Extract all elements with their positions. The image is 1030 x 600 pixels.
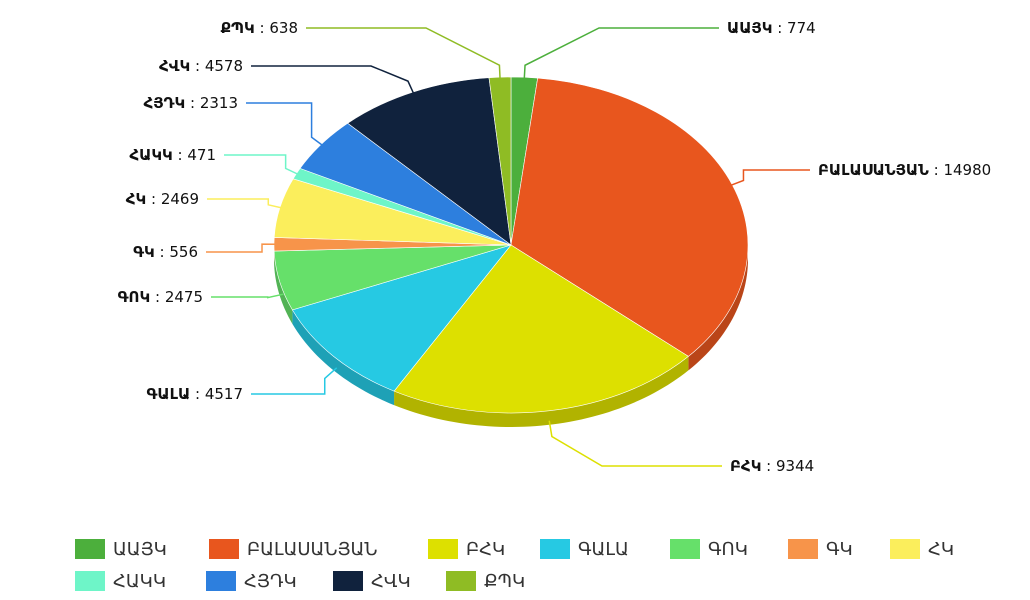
slice-side [274,251,293,324]
leader-line [251,65,416,97]
legend-swatch [446,571,476,591]
data-label: ՀԿ : 2469 [126,190,199,208]
label-value: 4517 [205,385,243,403]
legend-swatch [209,539,239,559]
leader-line [548,420,722,467]
data-label: ԱԱՅԿ : 774 [727,19,816,37]
data-label: ԲՀԿ : 9344 [730,457,814,475]
leader-line [207,198,285,210]
slice-side [394,356,689,427]
data-label: ԳՈԿ : 2475 [118,288,203,306]
leader-line [251,367,338,395]
label-name: ՀՎԿ [159,57,190,75]
data-label: ՀԱԿԿ : 471 [129,146,216,164]
label-separator: : [772,19,787,37]
legend-swatch [890,539,920,559]
legend-label: ԱԱՅԿ [113,539,167,560]
label-name: ԳԱԼԱ [147,385,191,403]
legend-label: ՀՎԿ [371,571,411,592]
label-separator: : [255,19,270,37]
label-name: ԳՈԿ [118,288,151,306]
label-value: 471 [187,146,216,164]
legend-label: ԲԱԼԱՍԱՆՅԱՆ [247,539,377,560]
legend-label: ՔՊԿ [484,571,525,592]
label-name: ԲԱԼԱՍԱՆՅԱՆ [818,161,929,179]
label-name: ՀԱԿԿ [129,146,172,164]
slice [291,244,512,392]
label-separator: : [146,190,161,208]
label-value: 14980 [943,161,991,179]
label-separator: : [761,457,776,475]
label-separator: : [190,57,205,75]
legend-swatch [206,571,236,591]
label-separator: : [185,94,200,112]
leader-line [306,27,501,82]
leader-line [211,293,284,299]
label-name: ԲՀԿ [730,457,761,475]
label-value: 556 [169,243,198,261]
label-value: 2475 [165,288,203,306]
leader-line [206,243,279,253]
label-name: ՀՅԴԿ [143,94,185,112]
legend-label: ՀԿ [928,539,954,560]
label-value: 4578 [205,57,243,75]
legend-label: ԳԱԼԱ [578,539,629,560]
slice-side [292,309,395,406]
label-value: 9344 [776,457,814,475]
leader-line [728,169,810,187]
legend-swatch [75,571,105,591]
legend-swatch [540,539,570,559]
label-separator: : [190,385,205,403]
label-name: ՀԿ [126,190,146,208]
legend-label: ԳՈԿ [708,539,748,560]
legend-label: ՀԱԿԿ [113,571,166,592]
data-label: ՀՅԴԿ : 2313 [143,94,238,112]
label-separator: : [150,288,165,306]
leader-line [224,154,301,176]
data-label: ԳԱԼԱ : 4517 [147,385,243,403]
leader-line [523,27,719,82]
label-value: 2469 [161,190,199,208]
data-label: ՔՊԿ : 638 [221,19,298,37]
legend-swatch [788,539,818,559]
label-name: ԳԿ [133,243,155,261]
legend-swatch [670,539,700,559]
legend-label: ԲՀԿ [466,539,505,560]
leader-line [246,102,325,148]
slice [393,244,689,414]
label-separator: : [929,161,944,179]
legend-swatch [333,571,363,591]
label-value: 774 [787,19,816,37]
legend-label: ՀՅԴԿ [244,571,297,592]
data-label: ԲԱԼԱՍԱՆՅԱՆ : 14980 [818,161,991,179]
data-label: ՀՎԿ : 4578 [159,57,243,75]
label-value: 638 [269,19,298,37]
legend-label: ԳԿ [826,539,853,560]
data-label: ԳԿ : 556 [133,243,198,261]
label-name: ՔՊԿ [221,19,255,37]
label-separator: : [173,146,188,164]
slice-side [688,245,748,371]
legend-swatch [428,539,458,559]
label-value: 2313 [200,94,238,112]
label-separator: : [155,243,170,261]
legend-swatch [75,539,105,559]
label-name: ԱԱՅԿ [727,19,772,37]
